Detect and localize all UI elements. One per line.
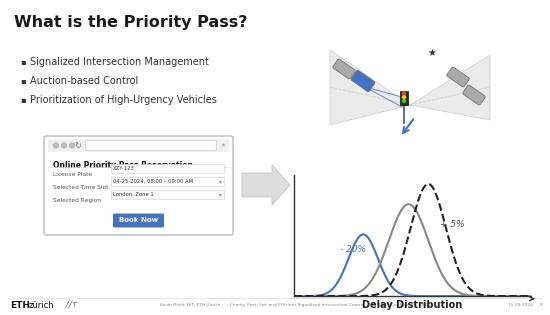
FancyBboxPatch shape	[48, 139, 229, 152]
Text: Kevin Riehl, IVT, ETH Zürich       Priority Pass: Fair and Efficient Signalized : Kevin Riehl, IVT, ETH Zürich Priority Pa…	[160, 303, 430, 307]
Circle shape	[403, 95, 405, 99]
Circle shape	[403, 91, 405, 94]
Text: zürich: zürich	[29, 301, 54, 310]
Text: Book Now: Book Now	[119, 217, 158, 224]
Text: XZY-123: XZY-123	[113, 166, 135, 171]
Circle shape	[403, 100, 405, 102]
Circle shape	[69, 143, 74, 148]
FancyBboxPatch shape	[111, 164, 224, 173]
Text: Signalized Intersection Management: Signalized Intersection Management	[30, 57, 209, 67]
Text: ★: ★	[428, 48, 436, 58]
Text: ↻: ↻	[74, 141, 81, 150]
Text: License Plate: License Plate	[53, 172, 92, 177]
X-axis label: Delay Distribution: Delay Distribution	[362, 300, 463, 310]
FancyBboxPatch shape	[463, 85, 485, 105]
Circle shape	[53, 143, 58, 148]
Text: ▪: ▪	[20, 77, 26, 85]
FancyBboxPatch shape	[333, 59, 355, 79]
Text: Prioritization of High-Urgency Vehicles: Prioritization of High-Urgency Vehicles	[30, 95, 217, 105]
Text: - 20%: - 20%	[339, 245, 366, 254]
FancyBboxPatch shape	[86, 141, 216, 150]
FancyBboxPatch shape	[351, 70, 375, 92]
Text: Auction-based Control: Auction-based Control	[30, 76, 138, 86]
Polygon shape	[330, 50, 410, 125]
Text: Selected Region: Selected Region	[53, 198, 101, 203]
Text: Selected Time Slot: Selected Time Slot	[53, 185, 108, 190]
Text: Online Priority Pass Reservation: Online Priority Pass Reservation	[53, 161, 193, 170]
Text: ▾: ▾	[219, 192, 221, 197]
Polygon shape	[410, 55, 490, 120]
Text: ETH: ETH	[10, 301, 30, 310]
FancyBboxPatch shape	[447, 67, 469, 87]
Text: ▪: ▪	[20, 58, 26, 66]
Text: ▪: ▪	[20, 95, 26, 105]
FancyBboxPatch shape	[400, 91, 408, 105]
Text: + 5%: + 5%	[440, 220, 465, 229]
FancyBboxPatch shape	[111, 190, 224, 199]
Circle shape	[62, 143, 67, 148]
Text: ▾: ▾	[219, 179, 221, 184]
Polygon shape	[242, 165, 290, 205]
Text: 04-25-2024, 08:00 – 09:00 AM: 04-25-2024, 08:00 – 09:00 AM	[113, 179, 193, 184]
Text: 15.09.2024     9: 15.09.2024 9	[508, 303, 542, 307]
Text: London, Zone 1: London, Zone 1	[113, 192, 154, 197]
Text: ╱╱T: ╱╱T	[64, 301, 77, 309]
FancyBboxPatch shape	[44, 136, 233, 235]
FancyBboxPatch shape	[111, 177, 224, 186]
FancyBboxPatch shape	[113, 214, 164, 227]
Text: What is the Priority Pass?: What is the Priority Pass?	[14, 15, 248, 30]
Text: ★: ★	[221, 143, 225, 148]
